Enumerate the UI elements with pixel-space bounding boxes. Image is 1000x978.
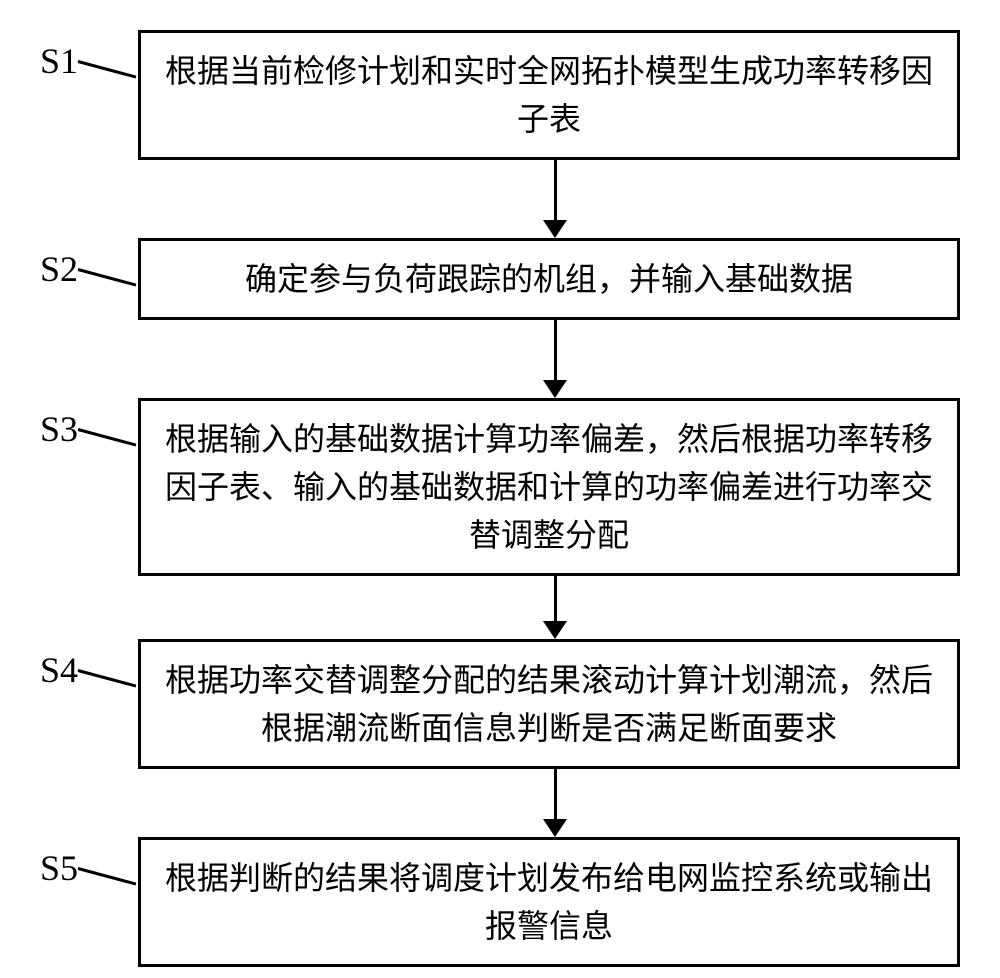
arrow-line-icon <box>554 320 557 380</box>
label-connector-2 <box>78 268 137 286</box>
step-label-1: S1 <box>40 40 78 82</box>
step-box-1: 根据当前检修计划和实时全网拓扑模型生成功率转移因子表 <box>138 30 960 160</box>
arrow-container-4 <box>40 769 960 837</box>
arrow-container-3 <box>40 576 960 639</box>
arrow-3 <box>543 576 567 639</box>
step-box-5: 根据判断的结果将调度计划发布给电网监控系统或输出报警信息 <box>138 837 960 967</box>
step-row-4: S4 根据功率交替调整分配的结果滚动计算计划潮流，然后根据潮流断面信息判断是否满… <box>40 639 960 769</box>
arrow-container-2 <box>40 320 960 398</box>
arrow-head-icon <box>543 621 567 639</box>
step-row-2: S2 确定参与负荷跟踪的机组，并输入基础数据 <box>40 238 960 320</box>
arrow-line-icon <box>554 576 557 621</box>
label-connector-3 <box>78 428 137 446</box>
step-row-1: S1 根据当前检修计划和实时全网拓扑模型生成功率转移因子表 <box>40 30 960 160</box>
label-connector-5 <box>78 867 137 885</box>
step-label-3: S3 <box>40 408 78 450</box>
step-row-3: S3 根据输入的基础数据计算功率偏差，然后根据功率转移因子表、输入的基础数据和计… <box>40 398 960 576</box>
step-label-2: S2 <box>40 248 78 290</box>
label-connector-1 <box>78 60 137 78</box>
step-label-5: S5 <box>40 847 78 889</box>
step-row-5: S5 根据判断的结果将调度计划发布给电网监控系统或输出报警信息 <box>40 837 960 967</box>
step-box-2: 确定参与负荷跟踪的机组，并输入基础数据 <box>138 238 960 320</box>
step-label-4: S4 <box>40 649 78 691</box>
arrow-1 <box>543 160 567 238</box>
arrow-head-icon <box>543 819 567 837</box>
arrow-4 <box>543 769 567 837</box>
step-box-3: 根据输入的基础数据计算功率偏差，然后根据功率转移因子表、输入的基础数据和计算的功… <box>138 398 960 576</box>
arrow-line-icon <box>554 769 557 819</box>
arrow-line-icon <box>554 160 557 220</box>
label-connector-4 <box>78 669 137 687</box>
arrow-container-1 <box>40 160 960 238</box>
arrow-head-icon <box>543 380 567 398</box>
step-box-4: 根据功率交替调整分配的结果滚动计算计划潮流，然后根据潮流断面信息判断是否满足断面… <box>138 639 960 769</box>
arrow-head-icon <box>543 220 567 238</box>
flowchart-container: S1 根据当前检修计划和实时全网拓扑模型生成功率转移因子表 S2 确定参与负荷跟… <box>40 30 960 967</box>
arrow-2 <box>543 320 567 398</box>
